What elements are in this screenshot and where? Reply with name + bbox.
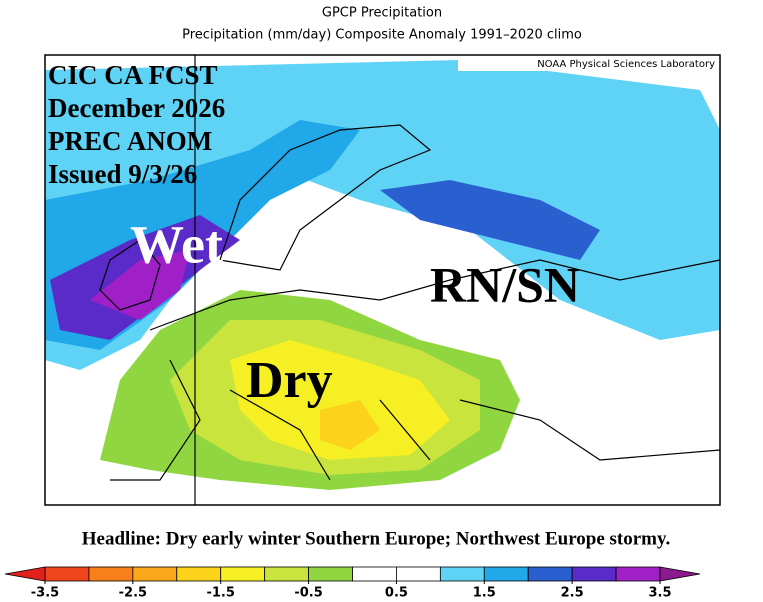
colorbar-tick-label: -1.5 — [206, 586, 234, 601]
colorbar-segment — [571, 566, 617, 582]
colorbar-segment — [44, 566, 90, 582]
forecast-line: Issued 9/3/26 — [48, 159, 197, 189]
field-gold — [320, 400, 380, 450]
forecast-line: PREC ANOM — [48, 126, 212, 156]
colorbar-tick-label: -0.5 — [294, 586, 322, 601]
colorbar-tick-label: -3.5 — [31, 586, 59, 601]
coast-british-isles — [99, 239, 161, 311]
colorbar-segment — [483, 566, 529, 582]
coastlines — [99, 55, 720, 505]
forecast-line: December 2026 — [48, 93, 225, 123]
rain-snow-label: RN/SN — [430, 256, 580, 312]
field-blue — [380, 180, 600, 260]
field-purple — [90, 250, 190, 320]
colorbar-segment — [396, 566, 441, 582]
map-frame — [44, 54, 721, 506]
colorbar-segment — [439, 566, 485, 582]
colorbar-segment — [220, 566, 266, 582]
colorbar: -3.5 -2.5 -1.5 -0.5 0.5 1.5 2.5 3.5 — [4, 566, 701, 601]
colorbar-tick-label: -2.5 — [119, 586, 147, 601]
colorbar-low-end — [4, 566, 46, 582]
colorbar-segment — [88, 566, 134, 582]
credit: NOAA Physical Sciences Laboratory — [537, 59, 715, 70]
colorbar-tick-label: 1.5 — [473, 586, 496, 601]
colorbar-segment — [615, 566, 661, 582]
coast-scandinavia — [219, 124, 432, 271]
subtitle: Precipitation (mm/day) Composite Anomaly… — [182, 28, 582, 43]
colorbar-tick-label: 3.5 — [648, 586, 671, 601]
colorbar-segment — [132, 566, 178, 582]
colorbar-segment — [527, 566, 573, 582]
headline: Headline: Dry early winter Southern Euro… — [82, 528, 670, 549]
colorbar-segment — [308, 566, 353, 582]
field-yellow — [230, 340, 450, 460]
title: GPCP Precipitation — [322, 6, 442, 21]
colorbar-segment — [352, 566, 397, 582]
colorbar-segment — [264, 566, 309, 582]
wet-label: Wet — [130, 214, 223, 274]
dry-label: Dry — [246, 352, 333, 409]
colorbar-tick-label: 2.5 — [561, 586, 584, 601]
anomaly-field — [45, 55, 720, 505]
coast-continent — [110, 259, 720, 481]
colorbar-tick-label: 0.5 — [385, 586, 408, 601]
colorbar-high-end — [659, 566, 701, 582]
credit-box — [458, 56, 719, 71]
colorbar-segment — [176, 566, 222, 582]
forecast-line: CIC CA FCST — [48, 60, 218, 90]
field-light-cyan — [45, 60, 720, 370]
